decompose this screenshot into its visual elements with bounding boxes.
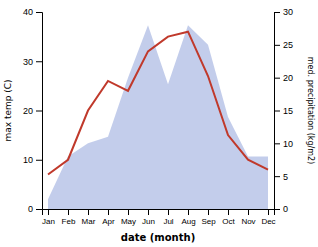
y-axis-title: max temp (C) [3,79,13,141]
y-axis: 0 10 20 30 40 [23,7,43,214]
tick-mark [274,12,280,13]
tick-mark [36,61,42,62]
tick-label: Oct [222,217,235,226]
tick: 5 [274,172,288,182]
tick-mark [188,209,189,215]
tick: Mar [82,209,96,226]
tick: Oct [222,209,235,226]
tick: 10 [274,139,293,149]
tick-label: Jun [142,217,155,226]
tick-mark [208,209,209,215]
tick: 20 [23,106,42,116]
tick: Jan [42,209,55,226]
tick: 30 [274,7,293,17]
tick: Feb [62,209,76,226]
tick-mark [228,209,229,215]
tick-mark [274,111,280,112]
tick-label: 30 [23,57,33,67]
tick-mark [274,78,280,79]
axis-line [43,210,275,216]
tick-mark [108,209,109,215]
tick-label: Dec [261,217,275,226]
tick: 25 [274,40,293,50]
y2-axis-title: med. precipitation (kg/m2) [306,57,315,164]
tick: Apr [102,209,115,226]
tick-label: 25 [283,40,293,50]
tick-mark [148,209,149,215]
tick: 20 [274,73,293,83]
tick: 10 [23,155,42,165]
tick-label: 30 [283,7,293,17]
tick-label: 10 [23,155,33,165]
tick: Jul [163,209,173,226]
tick-label: May [121,217,136,226]
tick-label: 10 [283,139,293,149]
tick-label: 0 [283,204,288,214]
tick: 0 [274,204,288,214]
tick-label: Aug [181,217,195,226]
tick-mark [36,111,42,112]
tick-mark [48,209,49,215]
tick-mark [274,209,280,210]
tick-label: Sep [201,217,216,226]
plot: Jan Feb Mar Apr May Jun Jul Aug Sep Oct Nov Dec 0 10 2… [23,7,293,225]
tick-mark [36,160,42,161]
tick-mark [274,45,280,46]
tick-mark [36,12,42,13]
tick-label: 0 [28,204,33,214]
tick-label: 5 [283,172,288,182]
chart: Jan Feb Mar Apr May Jun Jul Aug Sep Oct Nov Dec 0 10 2… [0,0,318,247]
y2-axis: 0 5 10 15 20 25 30 [274,7,293,214]
marks [48,25,268,209]
tick-label: Jan [42,217,55,226]
tick-mark [68,209,69,215]
tick-mark [274,143,280,144]
x-axis-title: date (month) [121,232,195,243]
x-axis: Jan Feb Mar Apr May Jun Jul Aug Sep Oct Nov Dec [42,209,276,226]
tick-label: 40 [23,7,33,17]
tick-label: Jul [163,217,173,226]
tick: Aug [181,209,195,226]
tick: 30 [23,57,42,67]
temperature-line [48,32,268,175]
precipitation-area [48,25,268,209]
tick-mark [36,209,42,210]
axis-line [36,13,43,210]
tick: Dec [261,209,275,226]
tick-label: Mar [82,217,96,226]
tick: Jun [142,209,155,226]
axis-line [275,13,281,210]
tick-mark [128,209,129,215]
tick: Nov [241,209,255,226]
tick: Sep [201,209,216,226]
tick-label: 20 [283,73,293,83]
tick-mark [168,209,169,215]
tick-label: Feb [62,217,76,226]
tick-label: 20 [23,106,33,116]
tick: May [121,209,136,226]
tick-label: Apr [102,217,115,226]
tick-label: Nov [241,217,255,226]
tick: 40 [23,7,42,17]
tick-mark [88,209,89,215]
tick-mark [268,209,269,215]
tick: 15 [274,106,293,116]
tick-mark [274,176,280,177]
tick-label: 15 [283,106,293,116]
tick: 0 [28,204,42,214]
tick-mark [248,209,249,215]
